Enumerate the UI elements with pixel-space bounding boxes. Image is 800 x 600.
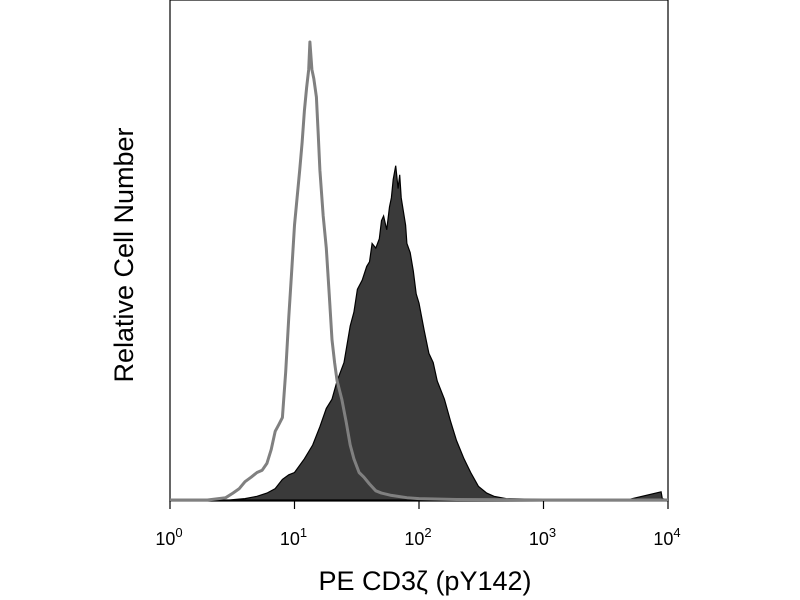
histogram-outline-series — [170, 40, 668, 502]
x-axis-ticks: 100 101 102 103 104 — [155, 501, 681, 549]
y-axis-title: Relative Cell Number — [109, 127, 139, 382]
x-tick-label: 102 — [404, 525, 431, 549]
x-axis-title: PE CD3ζ (pY142) — [319, 566, 532, 596]
x-tick-label: 100 — [155, 525, 182, 549]
histogram-filled-series — [170, 165, 669, 501]
series-layer — [170, 40, 669, 502]
x-tick-label: 103 — [529, 525, 556, 549]
x-tick-label: 101 — [280, 525, 307, 549]
x-tick-label: 104 — [653, 525, 680, 549]
